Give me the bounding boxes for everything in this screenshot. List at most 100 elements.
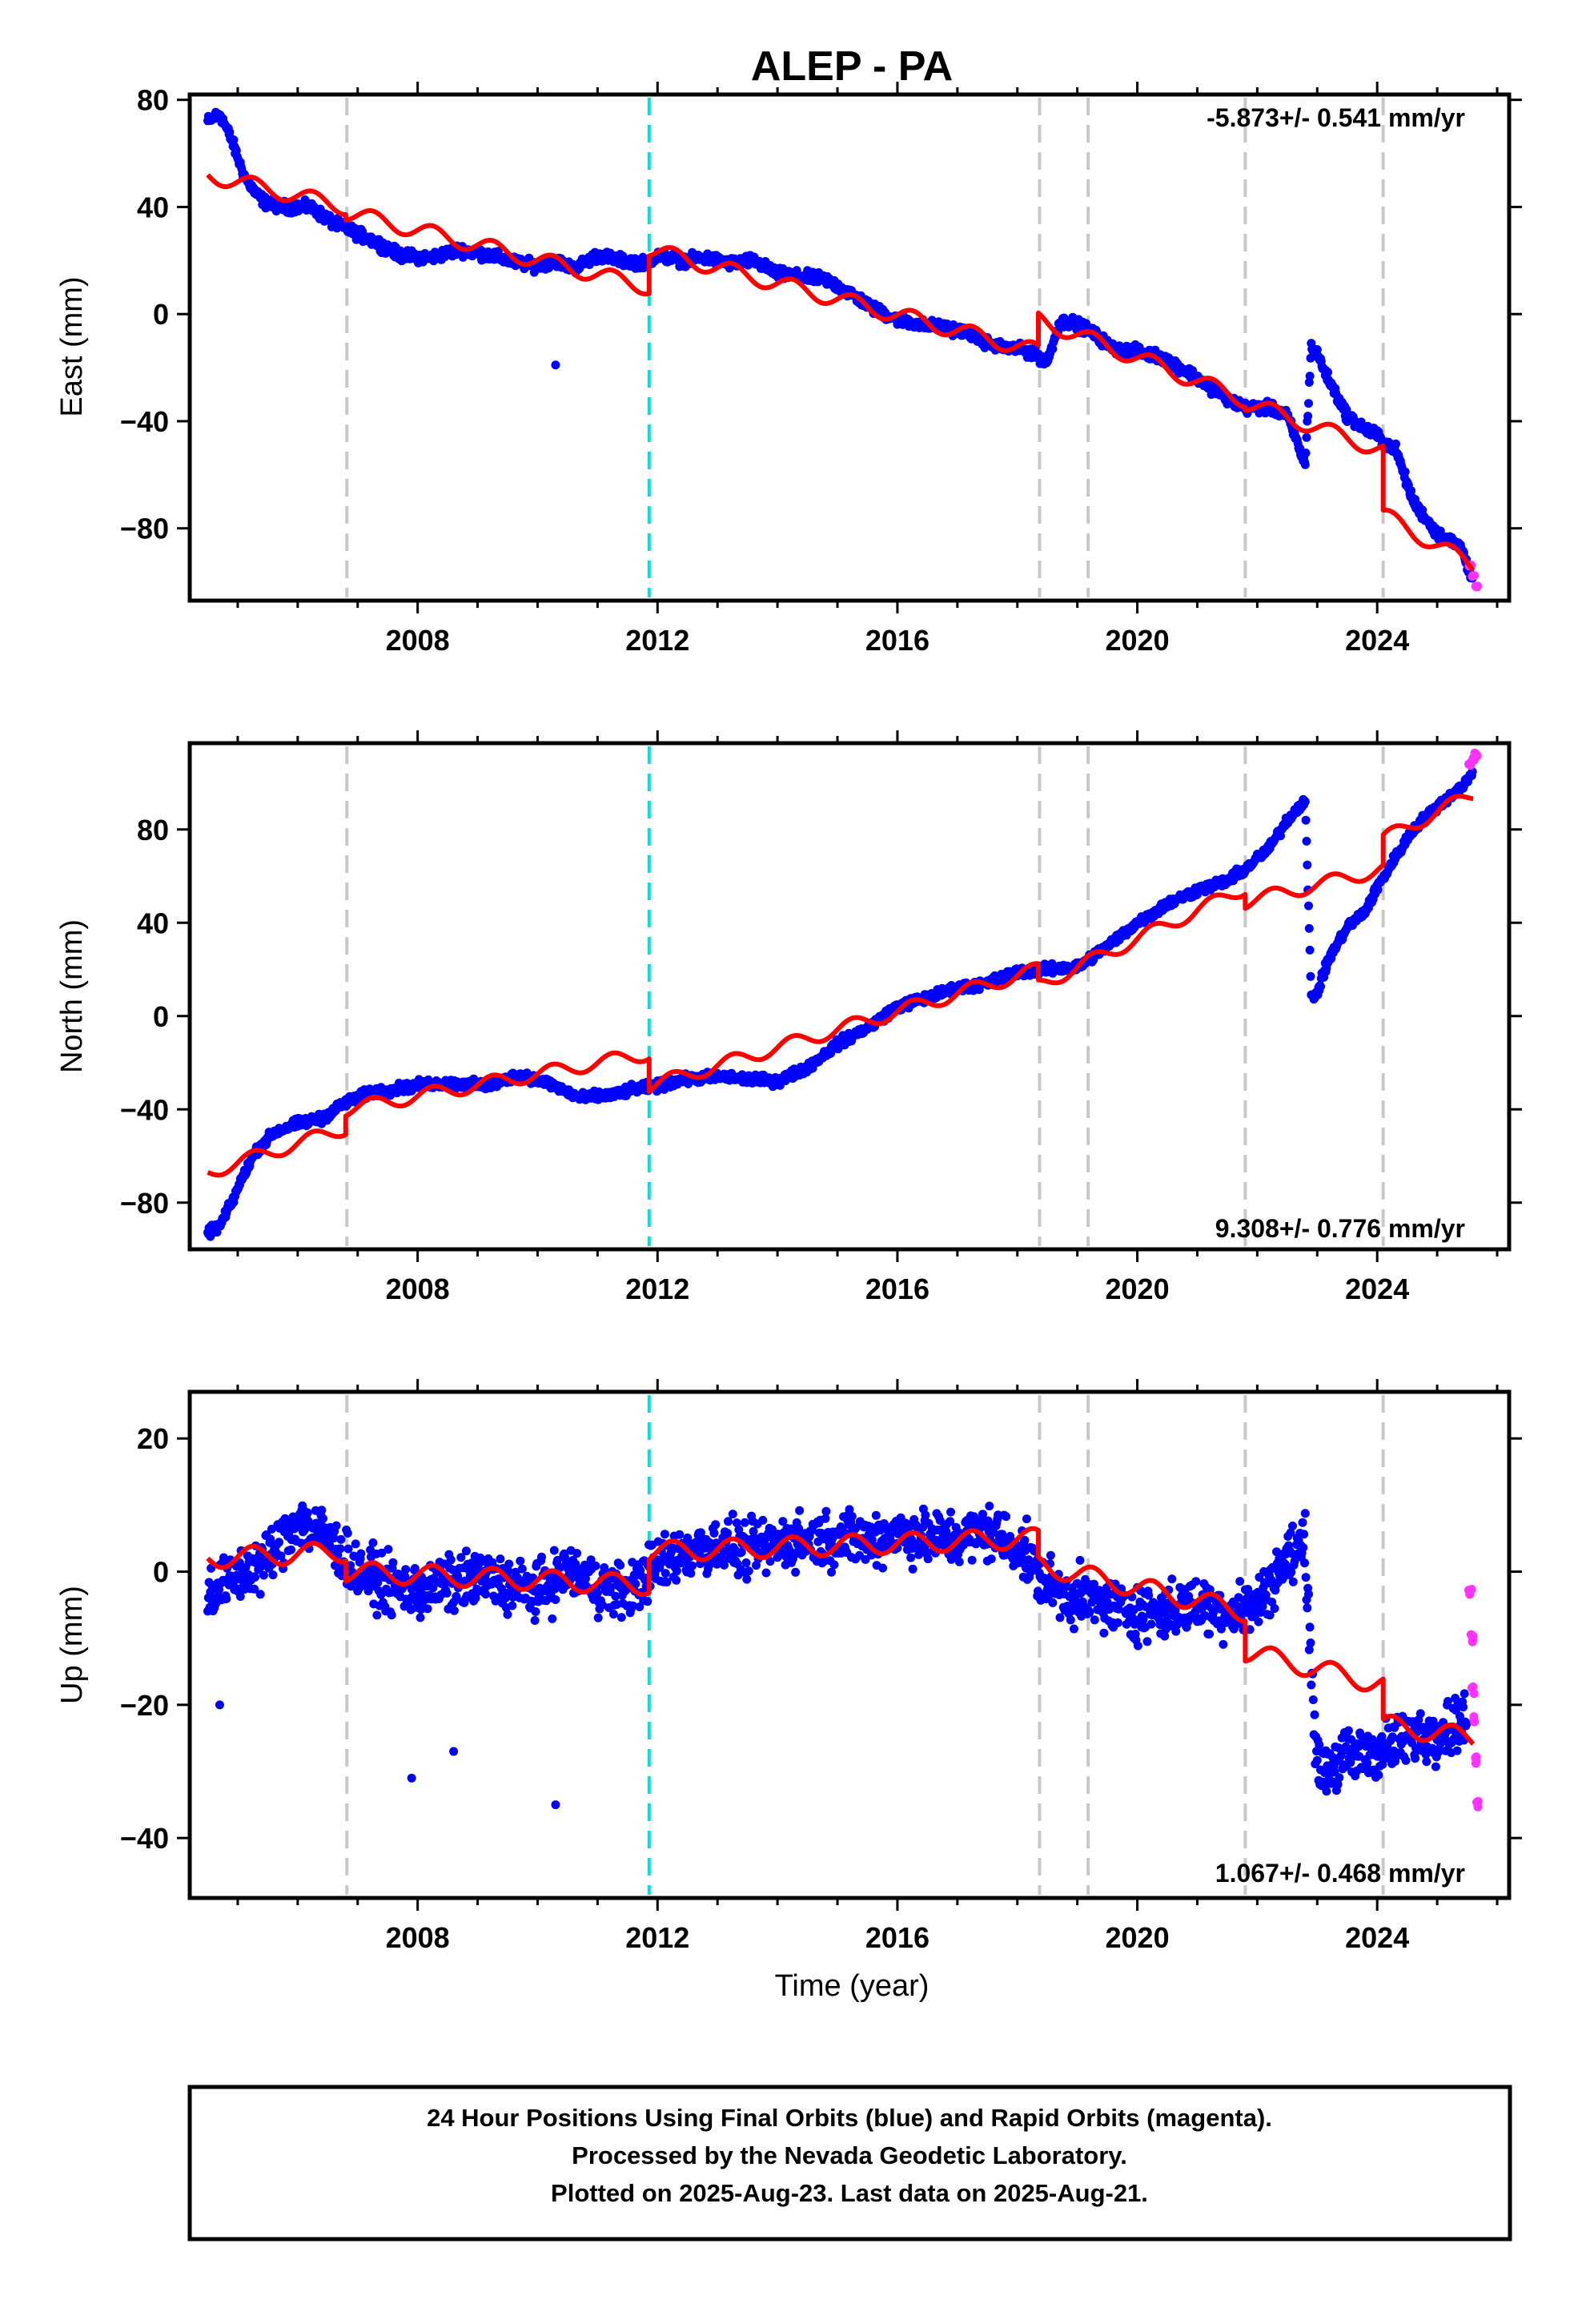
final-orbit-point (335, 1544, 345, 1554)
final-orbit-outlier (551, 360, 560, 370)
east-panel: East (mm) 2008 2012 2016 2020 2024−80−400408… (55, 82, 1522, 657)
y-tick-label: 40 (137, 907, 169, 939)
final-orbit-point (616, 1613, 626, 1622)
final-orbit-point (537, 1552, 546, 1562)
data-layer (203, 748, 1482, 1241)
final-orbit-point (481, 1590, 491, 1599)
north-rate-label: 9.308+/- 0.776 mm/yr (1215, 1214, 1465, 1243)
final-orbit-point (1302, 432, 1311, 442)
final-orbit-point (740, 1518, 749, 1527)
final-orbit-point (336, 1534, 346, 1544)
x-tick-label: 2008 (386, 624, 450, 657)
final-orbit-point (728, 1510, 737, 1519)
final-orbit-point (686, 1569, 696, 1578)
final-orbit-point (255, 1590, 265, 1599)
final-orbit-point (416, 1613, 425, 1622)
final-orbit-point (372, 1610, 382, 1620)
y-tick-label: −80 (120, 513, 169, 545)
final-orbit-point (1304, 378, 1314, 387)
x-tick-label: 2016 (865, 1921, 930, 1954)
final-orbit-point (592, 1588, 602, 1598)
final-orbit-point (549, 1546, 559, 1555)
final-orbit-point (508, 1601, 517, 1610)
east-ylabel: East (mm) (55, 276, 89, 416)
x-tick-label: 2024 (1345, 1921, 1409, 1954)
final-orbit-point (1048, 344, 1058, 354)
final-orbit-point (1304, 923, 1314, 933)
final-orbit-point (591, 1561, 600, 1570)
final-orbit-point (268, 1570, 278, 1580)
x-tick-label: 2008 (386, 1921, 450, 1954)
final-orbit-point (388, 1558, 398, 1567)
final-orbit-point (461, 1546, 471, 1556)
final-orbit-point (795, 1506, 805, 1515)
final-orbit-point (517, 1564, 527, 1574)
final-orbit-point (1391, 439, 1400, 448)
x-tick-label: 2024 (1345, 1273, 1409, 1305)
model-line (206, 173, 1476, 573)
final-orbit-point (551, 1595, 560, 1604)
final-orbit-point (229, 135, 239, 145)
final-orbit-point (343, 1529, 352, 1538)
final-orbit-point (1300, 460, 1310, 469)
x-tick-label: 2012 (625, 1273, 689, 1305)
final-orbit-point (593, 1613, 603, 1622)
final-orbit-point (1303, 860, 1312, 870)
final-orbit-point (259, 1570, 268, 1580)
final-orbit-point (761, 1568, 771, 1578)
x-tick-label: 2020 (1106, 1273, 1170, 1305)
final-orbit-point (572, 1549, 582, 1558)
final-orbit-point (688, 1561, 697, 1570)
final-orbit-point (331, 1521, 341, 1530)
plot-frame (187, 92, 1512, 603)
final-orbit-point (303, 1508, 312, 1518)
final-orbit-point (531, 1607, 540, 1616)
rapid-orbit-point (1468, 572, 1477, 581)
x-tick-label: 2016 (865, 624, 930, 657)
final-orbit-point (548, 1614, 557, 1623)
final-orbit-point (1304, 901, 1313, 911)
final-orbit-point (1302, 836, 1311, 846)
data-layer (203, 107, 1482, 592)
x-tick-label: 2020 (1106, 1921, 1170, 1954)
y-tick-label: −80 (120, 1187, 169, 1220)
final-orbit-point (356, 1549, 366, 1558)
y-tick-label: −40 (120, 1822, 169, 1855)
final-orbit-point (351, 1539, 360, 1549)
final-orbit-point (287, 1545, 295, 1554)
up-ylabel: Up (mm) (55, 1586, 89, 1704)
final-orbit-point (821, 1506, 831, 1516)
x-tick-label: 2020 (1106, 624, 1170, 657)
y-tick-label: 80 (137, 814, 169, 846)
x-tick-label: 2008 (386, 1273, 450, 1305)
final-orbit-point (319, 1514, 327, 1523)
final-orbit-point (503, 1610, 512, 1619)
final-orbit-point (1316, 982, 1325, 991)
final-orbit-point (661, 1569, 670, 1578)
final-orbit-point (711, 1520, 721, 1530)
final-orbit-point (643, 1597, 652, 1606)
y-tick-label: −20 (120, 1689, 169, 1722)
final-orbit-point (724, 1517, 733, 1526)
final-orbit-point (368, 1538, 378, 1547)
rapid-orbit-point (1472, 582, 1482, 592)
plot-frame (187, 741, 1512, 1252)
rapid-orbit-point (1472, 750, 1481, 760)
final-orbit-point (343, 1544, 353, 1554)
final-orbit-point (660, 1530, 669, 1539)
final-orbit-point (1305, 372, 1315, 381)
final-orbit-point (449, 1606, 459, 1615)
final-orbit-point (608, 1610, 618, 1619)
y-tick-label: 0 (153, 1556, 169, 1589)
final-orbit-point (504, 1559, 514, 1569)
final-orbit-point (442, 1588, 452, 1598)
final-orbit-point (1301, 815, 1311, 825)
final-orbit-point (1305, 945, 1315, 955)
y-tick-label: 40 (137, 191, 169, 223)
chart-title: ALEP - PA (751, 43, 953, 90)
final-orbit-point (1323, 368, 1333, 377)
y-tick-label: 0 (153, 298, 169, 331)
final-orbit-point (1435, 526, 1445, 536)
y-tick-label: 0 (153, 1000, 169, 1033)
